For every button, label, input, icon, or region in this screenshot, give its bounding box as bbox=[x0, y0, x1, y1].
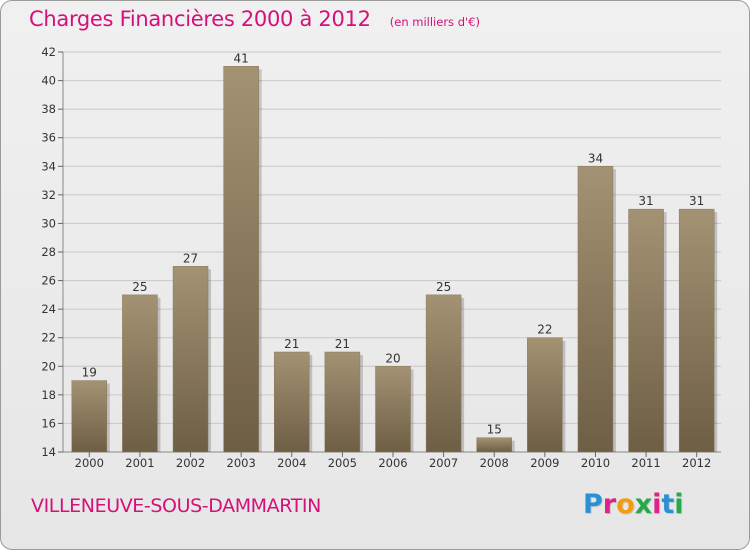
x-tick-label: 2009 bbox=[530, 456, 559, 470]
y-tick-label: 18 bbox=[41, 388, 56, 402]
bar bbox=[425, 294, 462, 453]
x-tick-label: 2005 bbox=[328, 456, 357, 470]
data-label: 22 bbox=[537, 323, 552, 337]
data-label: 41 bbox=[234, 51, 249, 65]
bar bbox=[223, 66, 259, 453]
bar bbox=[527, 337, 563, 453]
data-label: 25 bbox=[436, 280, 451, 294]
data-label: 21 bbox=[335, 337, 350, 351]
data-label: 27 bbox=[183, 251, 198, 265]
x-tick-label: 2000 bbox=[75, 456, 104, 470]
data-label: 21 bbox=[284, 337, 299, 351]
bar bbox=[71, 380, 108, 453]
x-tick-label: 2003 bbox=[227, 456, 256, 470]
y-tick-label: 40 bbox=[41, 74, 56, 88]
data-label: 20 bbox=[385, 351, 400, 365]
y-axis-ticks: 14 16 18 20 22 24 26 28 30 32 34 36 38 40 42 bbox=[41, 45, 63, 459]
x-axis-ticks: 2000 2001 2002 2003 2004 2005 2006 2007 2008 2009… bbox=[75, 452, 711, 470]
logo-letter: i bbox=[652, 489, 662, 520]
y-tick-label: 30 bbox=[41, 216, 56, 230]
y-tick-label: 22 bbox=[41, 331, 56, 345]
x-tick-label: 2011 bbox=[631, 456, 660, 470]
y-tick-label: 38 bbox=[41, 102, 56, 116]
y-tick-label: 20 bbox=[41, 359, 56, 373]
x-tick-label: 2002 bbox=[176, 456, 205, 470]
bar bbox=[375, 366, 411, 453]
logo-letter: t bbox=[661, 489, 675, 520]
data-label: 34 bbox=[588, 151, 603, 165]
data-label: 31 bbox=[638, 194, 653, 208]
y-tick-label: 28 bbox=[41, 245, 56, 259]
bar bbox=[628, 208, 664, 453]
x-tick-label: 2001 bbox=[125, 456, 154, 470]
y-tick-label: 16 bbox=[41, 416, 56, 430]
y-tick-label: 24 bbox=[41, 302, 56, 316]
x-tick-label: 2012 bbox=[682, 456, 711, 470]
chart-unit: (en milliers d'€) bbox=[389, 15, 480, 29]
data-label: 25 bbox=[132, 280, 147, 294]
data-label: 15 bbox=[487, 423, 502, 437]
x-tick-label: 2007 bbox=[429, 456, 458, 470]
x-tick-label: 2004 bbox=[277, 456, 306, 470]
chart-title: Charges Financières 2000 à 2012 bbox=[29, 7, 371, 31]
title-row: Charges Financières 2000 à 2012 (en mill… bbox=[29, 7, 480, 31]
bars bbox=[71, 66, 718, 453]
y-tick-label: 42 bbox=[41, 45, 56, 59]
x-tick-label: 2010 bbox=[581, 456, 610, 470]
logo-letter: r bbox=[602, 489, 617, 520]
bar bbox=[324, 351, 361, 453]
y-tick-label: 26 bbox=[41, 274, 56, 288]
logo-letter: P bbox=[583, 489, 603, 520]
data-labels: 19 25 27 41 21 21 20 25 15 22 34 31 31 bbox=[82, 51, 705, 436]
y-tick-label: 36 bbox=[41, 131, 56, 145]
data-label: 31 bbox=[689, 194, 704, 208]
logo-letter: x bbox=[634, 489, 653, 520]
logo-letter: i bbox=[674, 489, 684, 520]
bar bbox=[172, 266, 209, 453]
data-label: 19 bbox=[82, 366, 97, 380]
bar bbox=[678, 208, 715, 453]
bar bbox=[274, 351, 310, 453]
y-tick-label: 32 bbox=[41, 188, 56, 202]
logo-letter: o bbox=[616, 489, 635, 520]
x-tick-label: 2008 bbox=[480, 456, 509, 470]
bar bbox=[122, 294, 158, 453]
bar bbox=[476, 437, 512, 453]
bar bbox=[577, 166, 614, 453]
y-tick-label: 34 bbox=[41, 159, 56, 173]
proxiti-logo[interactable]: Proxiti bbox=[583, 489, 684, 520]
commune-name: VILLENEUVE-SOUS-DAMMARTIN bbox=[31, 495, 321, 517]
y-tick-label: 14 bbox=[41, 445, 56, 459]
x-tick-label: 2006 bbox=[378, 456, 407, 470]
